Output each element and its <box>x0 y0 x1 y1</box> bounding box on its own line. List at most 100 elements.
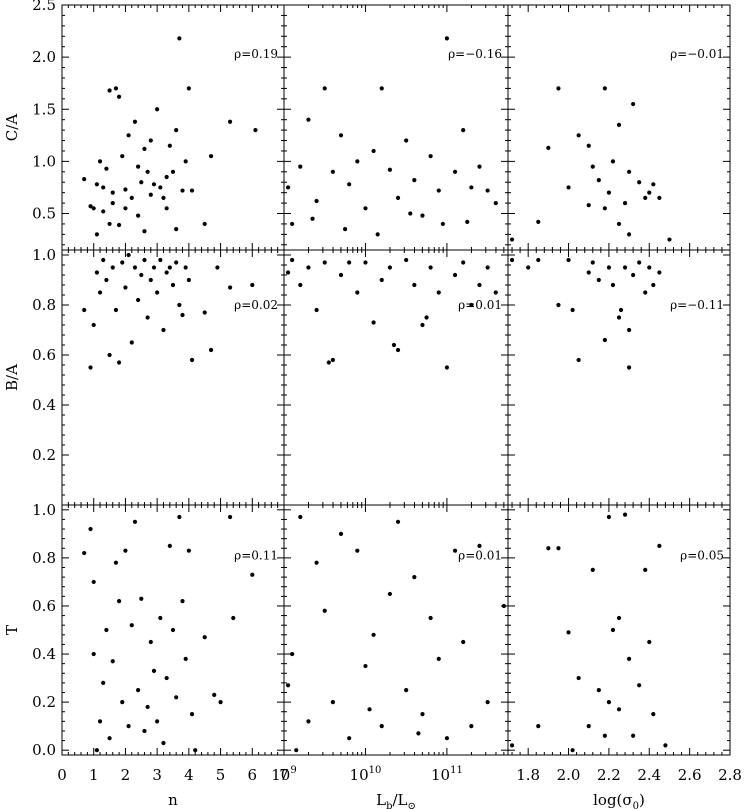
x-tick-label: 5 <box>216 766 226 784</box>
data-point <box>145 704 150 710</box>
x-tick-label: 2.8 <box>718 766 742 784</box>
data-point <box>444 365 450 370</box>
data-point <box>116 222 122 228</box>
y-tick-label: 0.6 <box>32 597 56 615</box>
data-point <box>145 315 150 320</box>
data-point <box>566 185 571 190</box>
panel-frame-r2-c2 <box>507 504 731 756</box>
data-point <box>556 302 561 308</box>
data-point <box>444 736 450 741</box>
data-point <box>501 603 507 609</box>
data-point <box>616 707 622 712</box>
panel-frame-r1-c2 <box>507 249 731 506</box>
data-point <box>120 260 125 265</box>
rho-label: ρ=0.19 <box>234 47 278 61</box>
data-point <box>643 195 648 200</box>
data-point <box>113 307 119 313</box>
x-tick-label: 2.0 <box>557 766 581 784</box>
data-point <box>94 270 99 275</box>
y-tick-label: 1.0 <box>32 152 56 170</box>
data-point <box>363 663 368 669</box>
data-point <box>298 514 303 520</box>
data-point <box>637 683 642 688</box>
rho-label: ρ=0.11 <box>234 548 278 562</box>
data-point <box>155 719 160 724</box>
data-point <box>404 138 409 143</box>
data-point <box>606 514 612 520</box>
data-point <box>355 548 360 553</box>
data-point <box>285 185 291 190</box>
data-point <box>107 352 112 358</box>
data-point <box>148 138 153 143</box>
data-point <box>136 164 141 169</box>
data-point <box>395 519 401 524</box>
data-point <box>408 211 413 216</box>
data-point <box>631 272 636 278</box>
data-point <box>342 227 348 232</box>
data-point <box>477 164 482 169</box>
data-point <box>465 219 470 224</box>
data-point <box>570 307 575 313</box>
data-point <box>444 36 450 41</box>
y-tick-label: 2.0 <box>32 48 56 66</box>
data-point <box>452 272 458 278</box>
data-point <box>145 169 150 174</box>
data-point <box>509 743 515 748</box>
y-tick-label: 0.5 <box>32 205 56 223</box>
data-point <box>616 615 622 621</box>
data-point <box>461 128 466 133</box>
data-point <box>161 327 166 333</box>
data-point <box>151 182 157 187</box>
data-point <box>285 683 291 688</box>
data-point <box>493 290 498 295</box>
data-point <box>647 639 652 645</box>
data-point <box>416 731 421 736</box>
data-point <box>113 560 119 565</box>
data-point <box>379 277 384 283</box>
data-point <box>657 195 662 200</box>
data-point <box>161 195 166 200</box>
y-tick-label: 0.0 <box>32 741 56 759</box>
data-point <box>174 695 179 700</box>
y-tick-label: 1.0 <box>32 246 56 264</box>
data-point <box>631 733 636 738</box>
data-point <box>164 174 169 180</box>
data-point <box>602 733 607 738</box>
data-point <box>461 260 466 265</box>
data-point <box>101 257 106 263</box>
data-point <box>485 700 490 705</box>
panel-frame-r0-c1 <box>283 4 509 251</box>
data-point <box>616 221 622 227</box>
data-point <box>322 608 327 613</box>
data-point <box>167 143 172 148</box>
data-point <box>180 312 185 318</box>
data-point <box>536 724 541 729</box>
y-tick-label: 0.8 <box>32 296 56 314</box>
data-point <box>586 143 591 148</box>
data-point <box>290 257 295 263</box>
data-point <box>104 627 109 633</box>
data-point <box>616 122 622 127</box>
data-point <box>428 154 433 159</box>
data-point <box>651 282 656 288</box>
data-point <box>113 86 119 91</box>
data-point <box>338 531 344 536</box>
data-point <box>436 290 441 295</box>
data-point <box>596 178 601 183</box>
data-point <box>290 651 295 657</box>
data-point <box>626 327 632 333</box>
y-tick-label: 0.2 <box>32 446 56 464</box>
data-point <box>371 632 376 637</box>
data-point <box>139 180 144 185</box>
data-point <box>306 265 311 270</box>
data-point <box>170 169 176 174</box>
data-point <box>294 748 299 753</box>
data-point <box>616 315 622 320</box>
data-point <box>136 297 141 303</box>
data-point <box>189 188 195 193</box>
data-point <box>436 188 441 193</box>
data-point <box>404 687 409 693</box>
data-point <box>602 206 607 211</box>
data-point <box>606 265 612 270</box>
data-point <box>338 133 344 138</box>
